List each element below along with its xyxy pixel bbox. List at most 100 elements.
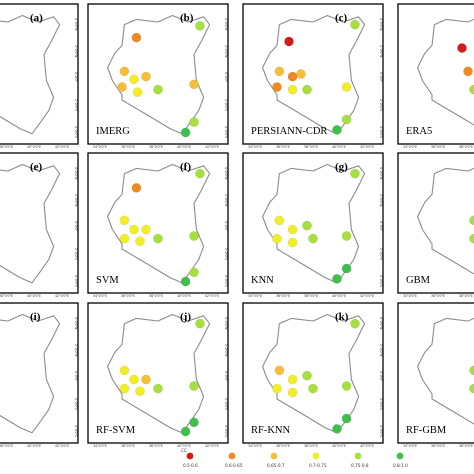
- longitude-ticks: 34°0'0"E36°0'0"E38°0'0"E40°0'0"E42°0'0"E: [0, 145, 69, 149]
- legend-swatch: [312, 452, 320, 460]
- latitude-tick-label: 2°0'0"S: [379, 398, 383, 410]
- latitude-tick-label: 2°0'0"S: [74, 248, 78, 260]
- longitude-tick-label: 36°0'0"E: [121, 294, 135, 298]
- latitude-tick-label: 2°0'0"S: [224, 99, 228, 111]
- station-point: [332, 274, 342, 284]
- longitude-tick-label: 34°0'0"E: [403, 145, 417, 149]
- latitude-ticks: 4°0'0"N 2°0'0"N 0°0'0" 2°0'0"S 4°0'0"S: [379, 18, 383, 138]
- longitude-tick-label: 36°0'0"E: [276, 444, 290, 448]
- station-point: [132, 87, 143, 97]
- latitude-tick-label: 0°0'0": [224, 72, 228, 83]
- station-point: [457, 43, 467, 53]
- latitude-ticks: 4°0'0"N 2°0'0"N 0°0'0" 2°0'0"S 4°0'0"S: [379, 317, 383, 437]
- kenya-boundary: [0, 313, 61, 434]
- station-point: [141, 374, 151, 385]
- station-point: [469, 215, 474, 226]
- longitude-tick-label: 38°0'0"E: [459, 294, 473, 298]
- longitude-tick-label: 42°0'0"E: [360, 444, 374, 448]
- longitude-tick-label: 38°0'0"E: [459, 444, 473, 448]
- legend: CC 0.5-0.6 0.6-0.65 0.65-0.7 0.7-0.75 0.75-0…: [181, 448, 408, 468]
- station-point: [153, 383, 163, 394]
- panel-frame: [397, 3, 474, 145]
- kenya-boundary: [417, 18, 474, 126]
- station-point: [272, 233, 282, 244]
- station-point: [119, 383, 130, 394]
- product-label: RF-GBM: [406, 425, 447, 436]
- latitude-tick-label: 4°0'0"S: [74, 425, 78, 437]
- longitude-tick-label: 38°0'0"E: [304, 145, 318, 149]
- station-point: [287, 224, 298, 235]
- panel-id: (e): [30, 161, 43, 173]
- latitude-tick-label: 0°0'0": [379, 371, 383, 382]
- longitude-tick-label: 40°0'0"E: [332, 145, 346, 149]
- latitude-tick-label: 0°0'0": [74, 72, 78, 83]
- kenya-boundary: [0, 14, 61, 135]
- longitude-tick-label: 34°0'0"E: [248, 145, 262, 149]
- station-point: [302, 220, 312, 231]
- station-point: [341, 263, 352, 274]
- longitude-tick-label: 38°0'0"E: [149, 294, 163, 298]
- longitude-tick-label: 34°0'0"E: [403, 444, 417, 448]
- latitude-tick-label: 2°0'0"S: [379, 99, 383, 111]
- latitude-tick-label: 4°0'0"S: [74, 126, 78, 138]
- longitude-tick-label: 36°0'0"E: [121, 444, 135, 448]
- station-point: [135, 236, 145, 246]
- latitude-ticks: 4°0'0"N 2°0'0"N 0°0'0" 2°0'0"S 4°0'0"S: [224, 167, 228, 287]
- station-point: [274, 365, 285, 376]
- station-point: [469, 365, 474, 376]
- panel-id: (c): [335, 12, 348, 24]
- product-label: GBM: [406, 275, 431, 286]
- station-point: [341, 114, 352, 125]
- panel-frame: [397, 302, 474, 444]
- latitude-tick-label: 4°0'0"N: [379, 317, 383, 330]
- panel-id: (a): [30, 12, 43, 24]
- panel-frame: [0, 152, 79, 294]
- station-point: [287, 387, 298, 398]
- product-label: SVM: [96, 275, 119, 286]
- legend-swatch: [228, 452, 236, 460]
- latitude-tick-label: 4°0'0"S: [224, 275, 228, 287]
- legend-label: 0.7-0.75: [309, 463, 327, 468]
- longitude-tick-label: 40°0'0"E: [27, 145, 41, 149]
- longitude-tick-label: 34°0'0"E: [248, 444, 262, 448]
- station-point: [296, 69, 306, 79]
- panel-frame: [87, 152, 229, 294]
- station-point: [287, 237, 298, 248]
- legend-title: CC: [181, 448, 187, 453]
- longitude-tick-label: 38°0'0"E: [149, 145, 163, 149]
- latitude-tick-label: 4°0'0"N: [379, 18, 383, 31]
- panel-frame: [242, 302, 384, 444]
- station-point: [341, 82, 352, 92]
- panel-frame: [0, 302, 79, 444]
- map-panel: 4°0'0"N 2°0'0"N 0°0'0" 2°0'0"S 4°0'0"S (c) PER…: [242, 3, 384, 145]
- longitude-tick-label: 40°0'0"E: [332, 294, 346, 298]
- station-point: [189, 381, 199, 391]
- station-point: [302, 370, 312, 381]
- station-point: [119, 233, 130, 244]
- latitude-tick-label: 2°0'0"S: [224, 398, 228, 410]
- longitude-ticks: 34°0'0"E36°0'0"E38°0'0"E40°0'0"E42°0'0"E: [403, 145, 473, 149]
- product-label: IMERG: [96, 126, 130, 137]
- station-point: [129, 74, 139, 84]
- station-point: [180, 127, 191, 138]
- longitude-tick-label: 38°0'0"E: [0, 294, 13, 298]
- product-label: RF-SVM: [96, 425, 136, 436]
- latitude-tick-label: 4°0'0"N: [224, 167, 228, 180]
- latitude-ticks: 4°0'0"N 2°0'0"N 0°0'0" 2°0'0"S 4°0'0"S: [224, 317, 228, 437]
- longitude-tick-label: 42°0'0"E: [205, 145, 219, 149]
- latitude-tick-label: 2°0'0"S: [74, 99, 78, 111]
- longitude-tick-label: 42°0'0"E: [55, 294, 69, 298]
- map-panel: 4°0'0"N 2°0'0"N 0°0'0" 2°0'0"S 4°0'0"S (b) IME…: [87, 3, 229, 145]
- longitude-tick-label: 38°0'0"E: [459, 145, 473, 149]
- legend-swatch: [270, 452, 278, 460]
- longitude-tick-label: 38°0'0"E: [304, 294, 318, 298]
- station-point: [135, 386, 145, 396]
- map-panel: 4°0'0"N 2°0'0"N 0°0'0" 2°0'0"S 4°0'0"S (f) SVM: [87, 152, 229, 294]
- station-point: [119, 66, 130, 77]
- station-point: [350, 19, 360, 30]
- panel-frame: [242, 3, 384, 145]
- longitude-tick-label: 34°0'0"E: [403, 294, 417, 298]
